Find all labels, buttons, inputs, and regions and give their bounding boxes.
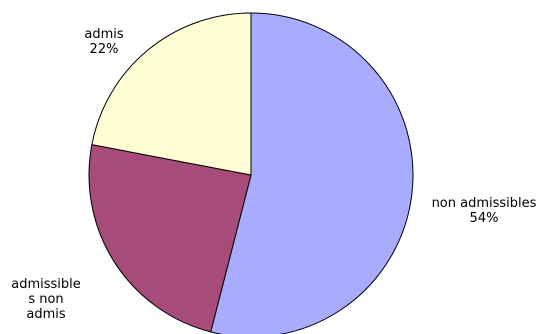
slice-label-admis: admis 22% xyxy=(64,12,144,72)
slice-label-admissibles-non-admis-name: admissible s non admis xyxy=(11,277,81,322)
pie-slice-admis xyxy=(91,12,252,176)
slice-label-admis-name: admis xyxy=(84,27,124,42)
slice-label-admissibles-non-admis: admissible s non admis xyxy=(4,262,88,322)
pie-slice-admissibles-non-admis xyxy=(88,144,252,333)
slice-label-non-admissibles: non admissibles 54% xyxy=(414,181,554,241)
pie-slices xyxy=(88,12,414,334)
pie-slice-non-admissibles xyxy=(210,12,414,334)
slice-label-non-admissibles-name: non admissibles xyxy=(431,196,537,211)
slice-label-non-admissibles-percent: 54% xyxy=(469,211,499,226)
slice-label-admis-percent: 22% xyxy=(89,42,119,57)
